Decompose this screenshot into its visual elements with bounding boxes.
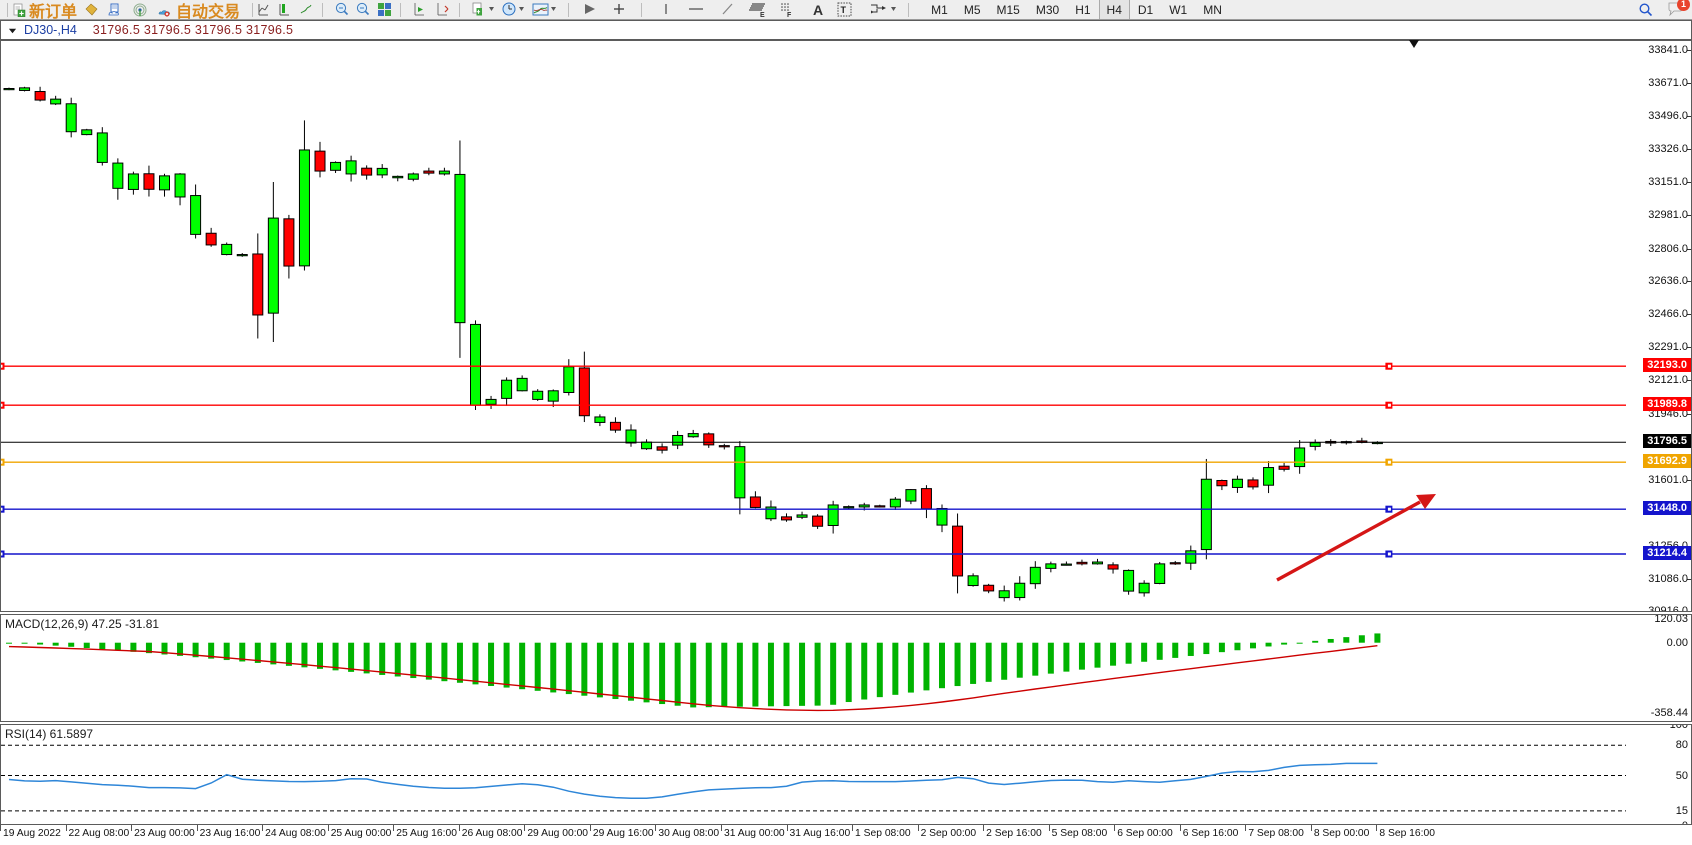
svg-text:T: T — [841, 5, 847, 15]
svg-text:E: E — [760, 12, 765, 18]
svg-text:F: F — [787, 12, 792, 18]
